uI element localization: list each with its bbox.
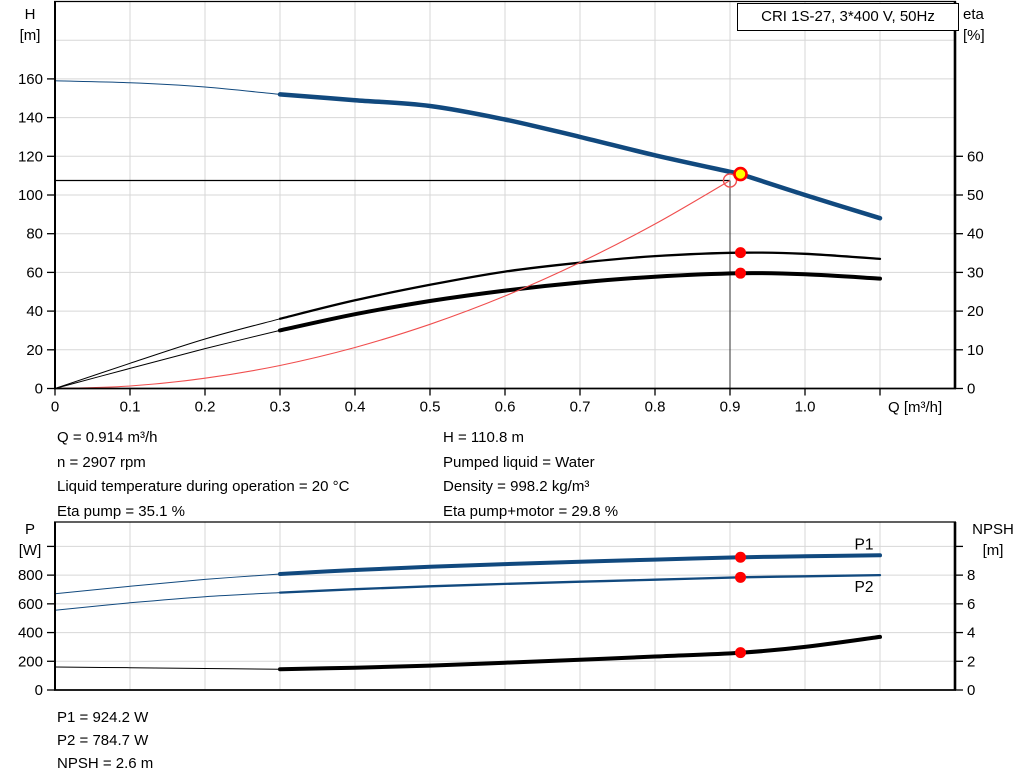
series-p2 bbox=[54, 573, 882, 611]
series-labels: P1 P2 bbox=[855, 536, 874, 596]
eta-axis-symbol: eta bbox=[963, 6, 984, 23]
x-tick-label: 0.7 bbox=[570, 399, 591, 416]
info-flow: Q = 0.914 m³/h bbox=[57, 429, 158, 446]
info-npsh: NPSH = 2.6 m bbox=[57, 755, 154, 772]
y-right-tick-label: 6 bbox=[967, 596, 975, 613]
y-left-tick-label: 60 bbox=[26, 264, 43, 281]
info-eta-pump: Eta pump = 35.1 % bbox=[57, 502, 185, 520]
duty-red-dot bbox=[735, 571, 746, 583]
pump-title-box: CRI 1S-27, 3*400 V, 50Hz bbox=[737, 3, 959, 31]
info-liquid-temp: Liquid temperature during operation = 20… bbox=[57, 478, 350, 495]
axis-frame bbox=[54, 521, 957, 691]
y-right-tick-label: 2 bbox=[967, 653, 975, 670]
y-right-tick-label: 0 bbox=[967, 381, 975, 398]
duty-red-dot bbox=[735, 247, 746, 259]
duty-point-yellow-dot bbox=[733, 166, 748, 182]
duty-red-dot bbox=[735, 551, 746, 563]
y-left-tick-label: 160 bbox=[18, 71, 43, 88]
axis-ticks-and-labels: 0 20 40 60 80 100 120 140 160 0 10 20 30 40 50 60 0 0.1 0.… bbox=[18, 71, 984, 416]
duty-point-markers bbox=[722, 166, 748, 279]
x-tick-label: 0.4 bbox=[345, 399, 366, 416]
series-eta-pump-plus-motor bbox=[54, 271, 882, 389]
p-axis-label: P [W] bbox=[10, 519, 50, 561]
duty-info-left: Q = 0.914 m³/h n = 2907 rpm Liquid tempe… bbox=[57, 426, 349, 524]
h-axis-label: H [m] bbox=[10, 4, 50, 46]
eta-axis-label: eta [%] bbox=[963, 4, 1013, 46]
y-left-tick-label: 40 bbox=[26, 303, 43, 320]
y-left-tick-label: 0 bbox=[35, 381, 43, 398]
info-pumped-liquid: Pumped liquid = Water bbox=[443, 453, 595, 471]
duty-red-dot bbox=[735, 647, 746, 659]
y-left-tick-label: 20 bbox=[26, 342, 43, 359]
y-left-tick-label: 200 bbox=[18, 653, 43, 670]
series-label-p2: P2 bbox=[855, 579, 874, 596]
x-tick-label: 0.1 bbox=[120, 399, 141, 416]
y-left-tick-label: 800 bbox=[18, 567, 43, 584]
y-left-tick-label: 400 bbox=[18, 625, 43, 642]
q-axis-label: Q [m³/h] bbox=[888, 399, 943, 416]
series-label-p1: P1 bbox=[855, 536, 874, 553]
x-tick-label: 0.6 bbox=[495, 399, 516, 416]
y-left-tick-label: 100 bbox=[18, 187, 43, 204]
h-axis-symbol: H bbox=[24, 6, 36, 23]
y-left-tick-label: 120 bbox=[18, 148, 43, 165]
y-right-tick-label: 30 bbox=[967, 264, 984, 281]
y-right-tick-label: 4 bbox=[967, 625, 975, 642]
p-axis-unit: [W] bbox=[18, 542, 42, 559]
npsh-axis-label: NPSH [m] bbox=[962, 519, 1024, 561]
eta-axis-unit: [%] bbox=[963, 27, 985, 44]
series-npsh bbox=[54, 634, 882, 672]
y-left-tick-label: 140 bbox=[18, 110, 43, 127]
gridlines bbox=[55, 522, 955, 690]
info-p1: P1 = 924.2 W bbox=[57, 709, 149, 726]
duty-guide-lines bbox=[55, 179, 731, 389]
y-right-tick-label: 10 bbox=[967, 342, 984, 359]
p-axis-symbol: P bbox=[24, 521, 35, 538]
x-tick-label: 0 bbox=[51, 399, 59, 416]
power-npsh-chart: 0 200 400 600 800 0 2 4 6 8 P1 P2 bbox=[18, 521, 975, 699]
npsh-axis-symbol: NPSH bbox=[972, 521, 1014, 538]
y-right-tick-label: 50 bbox=[967, 187, 984, 204]
y-right-tick-label: 40 bbox=[967, 226, 984, 243]
series-system-curve bbox=[54, 180, 731, 390]
npsh-axis-unit: [m] bbox=[982, 542, 1004, 559]
y-right-tick-label: 60 bbox=[967, 148, 984, 165]
power-info: P1 = 924.2 W P2 = 784.7 W NPSH = 2.6 m bbox=[57, 706, 153, 775]
axis-ticks-and-labels: 0 200 400 600 800 0 2 4 6 8 bbox=[18, 545, 975, 699]
info-head: H = 110.8 m bbox=[443, 429, 525, 446]
x-tick-label: 0.3 bbox=[270, 399, 291, 416]
x-tick-label: 0.5 bbox=[420, 399, 441, 416]
x-tick-label: 0.2 bbox=[195, 399, 216, 416]
x-tick-label: 0.8 bbox=[645, 399, 666, 416]
requested-duty-open-circle bbox=[722, 173, 738, 188]
info-speed: n = 2907 rpm bbox=[57, 453, 146, 471]
y-left-tick-label: 80 bbox=[26, 226, 43, 243]
y-right-tick-label: 8 bbox=[967, 567, 975, 584]
series-p1 bbox=[54, 553, 882, 595]
gridlines bbox=[55, 1, 955, 389]
duty-info-right: H = 110.8 m Pumped liquid = Water Densit… bbox=[443, 426, 618, 524]
hq-eta-chart: 0 20 40 60 80 100 120 140 160 0 10 20 30 40 50 60 0 0.1 0.… bbox=[18, 0, 984, 416]
x-tick-label: 0.9 bbox=[720, 399, 741, 416]
info-eta-pump-motor: Eta pump+motor = 29.8 % bbox=[443, 502, 619, 520]
info-density: Density = 998.2 kg/m³ bbox=[443, 478, 590, 495]
y-right-tick-label: 20 bbox=[967, 303, 984, 320]
info-p2: P2 = 784.7 W bbox=[57, 732, 149, 749]
series-h-pump-curve bbox=[54, 80, 883, 221]
duty-red-dot bbox=[735, 267, 746, 279]
y-left-tick-label: 600 bbox=[18, 596, 43, 613]
x-tick-label: 1.0 bbox=[795, 399, 816, 416]
y-right-tick-label: 0 bbox=[967, 682, 975, 699]
y-left-tick-label: 0 bbox=[35, 682, 43, 699]
duty-point-markers bbox=[735, 551, 746, 659]
h-axis-unit: [m] bbox=[19, 27, 41, 44]
